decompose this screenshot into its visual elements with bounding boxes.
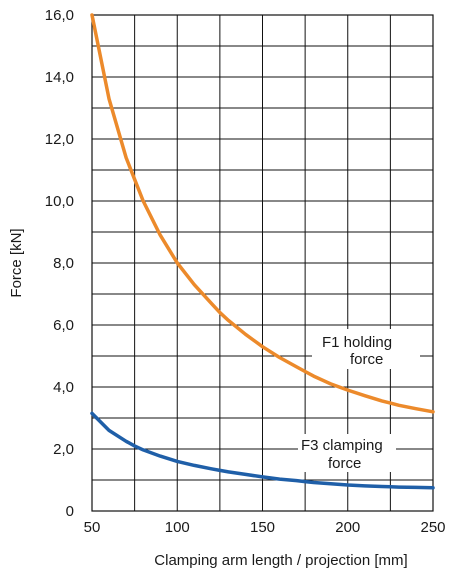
f1-label-background: [312, 329, 420, 369]
y-tick-label: 10,0: [45, 193, 74, 210]
y-tick-label: 2,0: [53, 441, 74, 458]
f3-label-line-1: F3 clamping: [301, 437, 383, 454]
y-tick-label: 16,0: [45, 7, 74, 24]
y-tick-label: 4,0: [53, 379, 74, 396]
f3-label-background: [298, 434, 396, 472]
x-tick-label: 50: [84, 519, 101, 536]
f1-label-line-1: F1 holding: [322, 334, 392, 351]
x-tick-label: 150: [250, 519, 275, 536]
f3-label-line-2: force: [328, 455, 361, 472]
series-lines: [90, 13, 435, 490]
series-line-1: [90, 13, 435, 414]
y-tick-label: 14,0: [45, 69, 74, 86]
y-tick-label: 12,0: [45, 131, 74, 148]
y-tick-label: 6,0: [53, 317, 74, 334]
x-tick-label: 100: [165, 519, 190, 536]
grid: [91, 14, 434, 512]
f3-series-label: F3 clamping force: [298, 434, 396, 472]
f1-label-line-2: force: [350, 351, 383, 368]
y-axis-title: Force [kN]: [8, 228, 25, 297]
series-line-2: [90, 411, 435, 490]
plot-frame: [91, 14, 434, 512]
x-tick-label: 250: [420, 519, 445, 536]
y-tick-label: 8,0: [53, 255, 74, 272]
x-tick-label: 200: [335, 519, 360, 536]
x-axis-title: Clamping arm length / projection [mm]: [154, 552, 407, 569]
series-labels: F1 holding force F3 clamping force: [298, 329, 420, 472]
tick-labels: 0 2,0 4,0 6,0 8,0 10,0 12,0 14,0 16,0 50 100 150 200…: [45, 7, 446, 536]
f1-series-label: F1 holding force: [312, 329, 420, 369]
y-tick-label: 0: [66, 503, 74, 520]
